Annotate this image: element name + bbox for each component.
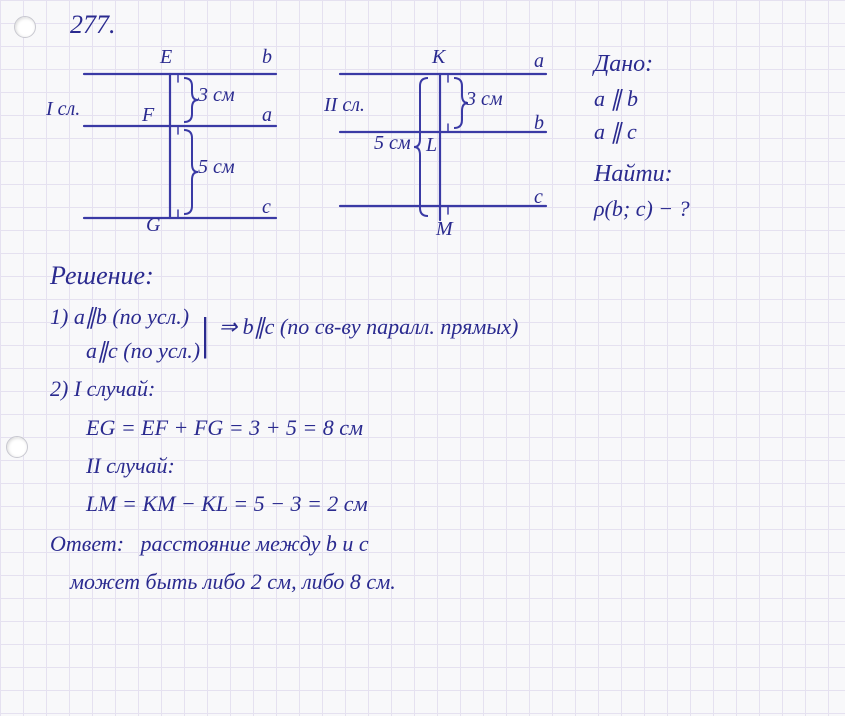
given-heading: Дано: (594, 46, 764, 82)
fig1-5cm: 5 см (198, 156, 235, 179)
s1-left: 1) a∥b (по усл.) a∥c (по усл.) | (50, 300, 211, 368)
s2: 2) I случай: (50, 372, 815, 406)
s3a: LM = KM − KL = 5 − 3 = 2 см (86, 487, 815, 521)
fig1-F: F (142, 104, 154, 127)
fig2-svg (320, 46, 570, 246)
problem-number: 277. (70, 10, 815, 40)
figure-case-2: II сл. K a L b M c 3 см 5 см (320, 46, 570, 246)
figure-case-1: I сл. E b F a G c 3 см 5 см (50, 46, 300, 246)
ans-line2: может быть либо 2 см, либо 8 см. (70, 565, 815, 599)
s1-conds: 1) a∥b (по усл.) a∥c (по усл.) (50, 300, 200, 368)
fig2-M: M (436, 218, 453, 241)
find-expr: ρ(b; c) − ? (594, 192, 764, 225)
fig1-a: a (262, 104, 272, 127)
ans-line1: расстояние между b и c (141, 531, 369, 556)
s1-brace: | (198, 316, 211, 353)
s1b: a∥c (по усл.) (86, 334, 200, 368)
solution-block: Решение: 1) a∥b (по усл.) a∥c (по усл.) … (50, 256, 815, 599)
given-block: Дано: a ∥ b a ∥ c Найти: ρ(b; c) − ? (594, 46, 764, 225)
fig2-K: K (432, 46, 445, 69)
answer: Ответ: расстояние между b и c (50, 527, 815, 561)
fig2-5cm: 5 см (374, 132, 411, 155)
given-l2: a ∥ c (594, 115, 764, 148)
s1r: ⇒ b∥c (по св-ву паралл. прямых) (219, 310, 519, 344)
fig2-a: a (534, 50, 544, 73)
s3: II случай: (86, 449, 815, 483)
fig2-c: c (534, 186, 543, 209)
given-l1: a ∥ b (594, 82, 764, 115)
s2a: EG = EF + FG = 3 + 5 = 8 см (86, 411, 815, 445)
fig1-G: G (146, 214, 160, 237)
fig2-b: b (534, 112, 544, 135)
s1a: 1) a∥b (по усл.) (50, 300, 200, 334)
binder-hole (6, 436, 28, 458)
fig1-b: b (262, 46, 272, 69)
fig2-L: L (426, 134, 437, 157)
s1: 1) a∥b (по усл.) a∥c (по усл.) | ⇒ b∥c (… (50, 300, 815, 368)
top-row: I сл. E b F a G c 3 см 5 см II сл. K a L… (50, 46, 815, 246)
fig1-E: E (160, 46, 172, 69)
fig2-3cm: 3 см (466, 88, 503, 111)
find-heading: Найти: (594, 156, 764, 192)
fig1-c: c (262, 196, 271, 219)
page: 277. I сл. E b F a G c 3 см 5 см II сл. … (0, 0, 845, 716)
binder-hole (14, 16, 36, 38)
fig1-3cm: 3 см (198, 84, 235, 107)
solution-heading: Решение: (50, 256, 815, 296)
ans-lead: Ответ: (50, 531, 124, 556)
